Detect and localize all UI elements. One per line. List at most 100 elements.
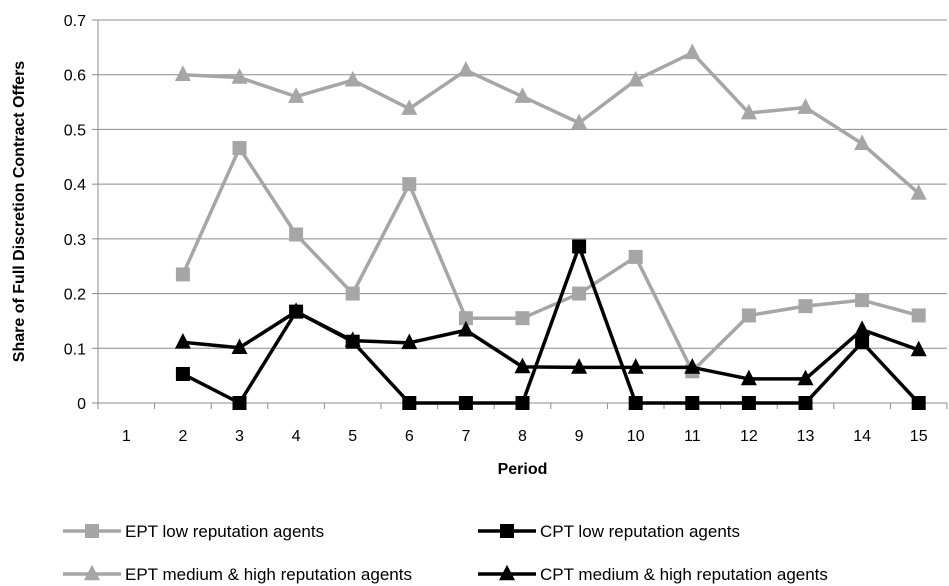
data-point	[515, 311, 530, 326]
data-point	[514, 357, 531, 374]
data-point	[231, 338, 248, 355]
data-point	[910, 340, 927, 357]
data-point	[854, 320, 871, 336]
data-point	[345, 286, 360, 301]
data-point	[401, 333, 418, 350]
data-point	[175, 267, 190, 282]
data-point	[911, 308, 926, 323]
data-point	[514, 87, 531, 103]
y-tick-label: 0.4	[64, 177, 86, 194]
data-point	[911, 396, 926, 410]
series-1	[175, 239, 926, 410]
legend-item: EPT medium & high reputation agents	[63, 564, 412, 584]
legend-item: CPT low reputation agents	[478, 522, 740, 541]
y-axis-title: Share of Full Discretion Contract Offers	[11, 61, 28, 362]
series-group	[174, 43, 927, 410]
y-tick-label: 0.3	[64, 232, 86, 249]
x-tick-label: 3	[235, 428, 244, 445]
x-tick-label: 1	[122, 428, 131, 445]
data-point	[571, 113, 588, 130]
data-point	[175, 367, 190, 382]
data-point	[457, 320, 474, 337]
data-point	[458, 311, 473, 326]
y-tick-label: 0.7	[64, 13, 86, 30]
data-point	[231, 68, 248, 84]
x-tick-label: 2	[178, 428, 187, 445]
y-tick-label: 0.2	[64, 287, 86, 304]
series-0	[175, 141, 926, 379]
legend: EPT low reputation agents CPT low reputat…	[63, 522, 828, 584]
data-point	[684, 43, 701, 60]
x-tick-label: 9	[575, 428, 584, 445]
data-point	[628, 249, 643, 264]
data-point	[798, 299, 813, 314]
data-point	[572, 286, 587, 301]
data-point	[571, 358, 588, 374]
x-tick-label: 13	[797, 428, 815, 445]
series-line	[182, 51, 920, 195]
x-tick-label: 12	[740, 428, 758, 445]
y-tick-label: 0.6	[64, 68, 86, 85]
x-tick-label: 8	[518, 428, 527, 445]
legend-swatch-marker	[499, 564, 515, 581]
data-point	[174, 65, 191, 82]
data-point	[458, 396, 473, 410]
data-point	[572, 239, 587, 254]
data-point	[741, 308, 756, 323]
series-line	[182, 244, 920, 405]
x-axis-title: Period	[498, 461, 548, 478]
y-tick-label: 0.1	[64, 341, 86, 358]
x-tick-label: 5	[348, 428, 357, 445]
data-point	[685, 396, 700, 410]
data-point	[628, 396, 643, 410]
data-point	[232, 141, 247, 156]
legend-label: CPT low reputation agents	[540, 522, 740, 541]
gridlines	[98, 19, 947, 349]
axes	[92, 19, 948, 409]
data-point	[515, 396, 530, 410]
data-point	[232, 396, 247, 410]
legend-item: CPT medium & high reputation agents	[478, 564, 828, 584]
data-point	[627, 358, 644, 374]
data-point	[798, 396, 813, 410]
data-point	[854, 134, 871, 150]
data-point	[288, 87, 305, 103]
data-point	[684, 358, 701, 374]
legend-label: EPT medium & high reputation agents	[125, 565, 412, 584]
data-point	[741, 396, 756, 410]
data-point	[740, 369, 757, 386]
series-3	[174, 302, 927, 386]
x-tick-label: 11	[684, 428, 701, 445]
legend-label: EPT low reputation agents	[125, 522, 324, 541]
y-tick-labels: 0 0.1 0.2 0.3 0.4 0.5 0.6 0.7	[64, 13, 86, 413]
legend-swatch-marker	[500, 524, 514, 538]
x-tick-label: 10	[627, 428, 645, 445]
series-line	[181, 146, 920, 374]
data-point	[910, 184, 927, 200]
data-point	[855, 293, 870, 308]
x-tick-label: 6	[405, 428, 414, 445]
data-point	[740, 103, 757, 120]
x-tick-label: 7	[461, 428, 470, 445]
data-point	[344, 70, 361, 87]
data-point	[289, 304, 304, 319]
data-point	[345, 334, 360, 349]
data-point	[402, 396, 417, 410]
data-point	[174, 332, 191, 349]
data-point	[289, 227, 304, 242]
data-point	[797, 369, 814, 386]
x-tick-label: 15	[910, 428, 928, 445]
x-tick-label: 4	[292, 428, 301, 445]
data-point	[402, 177, 417, 192]
y-tick-label: 0.5	[64, 122, 86, 139]
x-tick-label: 14	[853, 428, 871, 445]
legend-swatch-marker	[84, 564, 100, 581]
legend-label: CPT medium & high reputation agents	[540, 565, 828, 584]
data-point	[627, 70, 644, 87]
data-point	[401, 99, 418, 115]
x-tick-labels: 1 2 3 4 5 6 7 8 9 10 11 12 13 14 15	[122, 428, 928, 445]
legend-item: EPT low reputation agents	[63, 522, 324, 541]
data-point	[797, 98, 814, 114]
series-2	[174, 43, 927, 200]
